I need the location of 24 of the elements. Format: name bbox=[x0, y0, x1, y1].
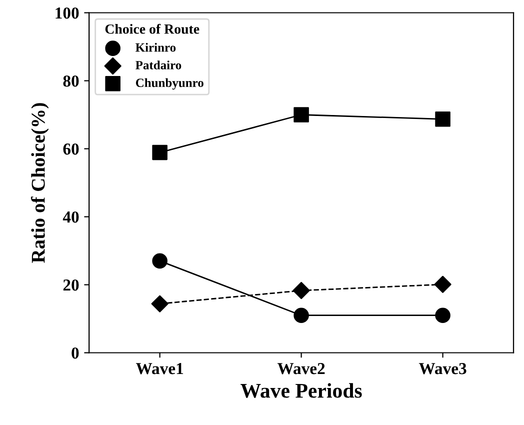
x-axis-title: Wave Periods bbox=[240, 383, 362, 398]
y-axis-title: Ratio of Choice(%) bbox=[30, 103, 49, 263]
point bbox=[294, 107, 309, 122]
legend-label: Chunbyunro bbox=[136, 78, 204, 90]
point bbox=[434, 276, 452, 293]
point bbox=[152, 144, 168, 160]
legend-label: Kirinro bbox=[136, 42, 176, 52]
y-tick-label: 100 bbox=[56, 7, 79, 19]
y-tick-label: 40 bbox=[62, 211, 79, 223]
point bbox=[294, 308, 309, 323]
point bbox=[435, 112, 450, 127]
x-tick-label: Wave1 bbox=[136, 363, 184, 374]
legend-title: Choice of Route bbox=[105, 24, 200, 34]
legend-label: Patdairo bbox=[136, 60, 182, 70]
point bbox=[435, 308, 450, 323]
x-tick-label: Wave2 bbox=[277, 363, 325, 374]
y-tick-label: 20 bbox=[63, 279, 79, 291]
point bbox=[152, 253, 168, 269]
point bbox=[292, 282, 310, 300]
point bbox=[151, 295, 168, 312]
y-tick-label: 80 bbox=[63, 75, 79, 87]
y-tick-label: 60 bbox=[63, 143, 79, 155]
x-tick-label: Wave3 bbox=[418, 363, 466, 374]
y-tick-label: 0 bbox=[72, 347, 79, 359]
